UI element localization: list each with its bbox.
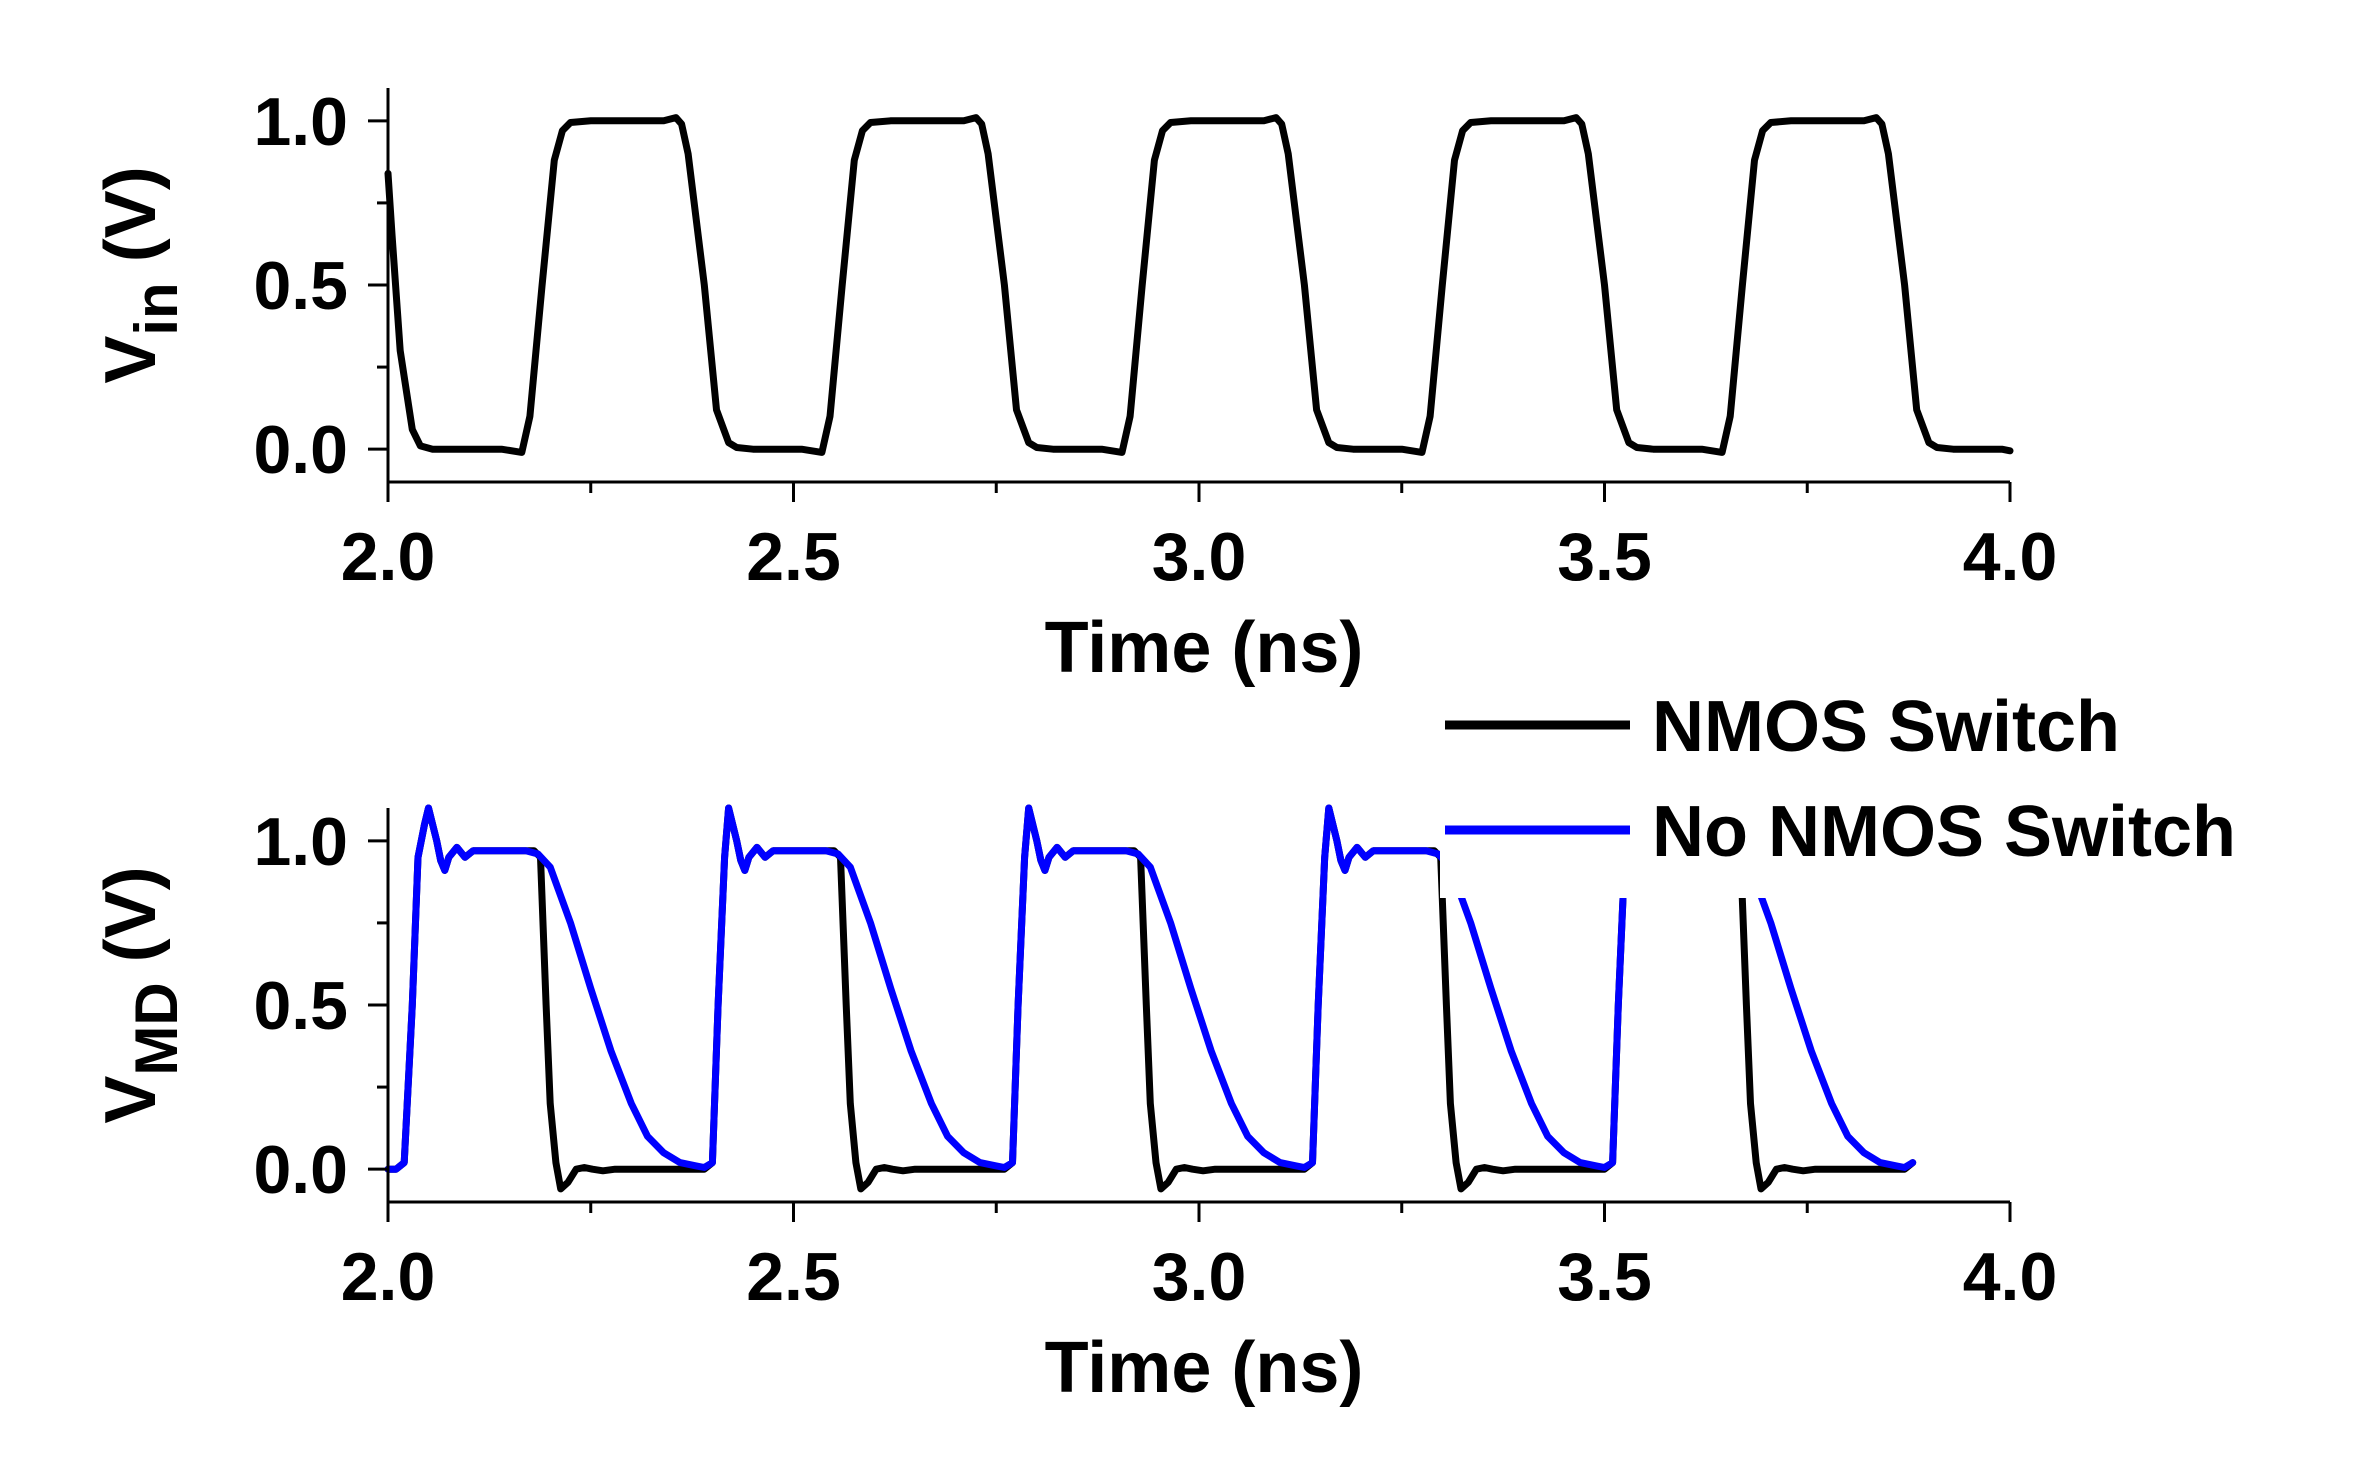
top-x-tick-label: 2.0: [341, 519, 436, 595]
bottom-y-tick-label: 1.0: [253, 804, 348, 880]
bottom-x-tick-label: 2.5: [746, 1239, 841, 1315]
bottom-x-axis-label: Time (ns): [1045, 1328, 1364, 1408]
top-x-tick-label: 3.0: [1152, 519, 1247, 595]
bottom-x-tick-label: 3.5: [1557, 1239, 1652, 1315]
top-x-tick-label: 3.5: [1557, 519, 1652, 595]
legend-label-no-nmos: No NMOS Switch: [1652, 792, 2236, 872]
legend: NMOS Switch No NMOS Switch: [1440, 672, 2360, 898]
bottom-x-tick-label: 4.0: [1963, 1239, 2058, 1315]
top-x-tick-label: 4.0: [1963, 519, 2058, 595]
top-x-axis-label: Time (ns): [1045, 608, 1364, 688]
bottom-y-label-subscript: MD: [123, 982, 190, 1075]
top-y-label-unit: (V): [91, 166, 171, 282]
bottom-y-label-main: V: [91, 1076, 171, 1124]
bottom-y-label-unit: (V): [91, 866, 171, 982]
bottom-x-tick-label: 3.0: [1152, 1239, 1247, 1315]
top-y-tick-label: 1.0: [253, 84, 348, 160]
top-y-label-main: V: [91, 336, 171, 384]
bottom-x-tick-label: 2.0: [341, 1239, 436, 1315]
top-panel: 2.0 2.5 3.0 3.5 4.0 0.0 0.5 1.0 Time (ns) Vin (V): [91, 84, 2057, 688]
top-y-label-subscript: in: [123, 282, 190, 335]
legend-label-nmos: NMOS Switch: [1652, 687, 2120, 767]
top-y-axis-label: Vin (V): [91, 166, 190, 383]
bottom-panel: 2.0 2.5 3.0 3.5 4.0 0.0 0.5 1.0 Time (ns) VMD (V): [91, 804, 2057, 1408]
top-x-tick-label: 2.5: [746, 519, 841, 595]
bottom-y-tick-label: 0.5: [253, 968, 348, 1044]
top-series-primary-line: [384, 114, 2014, 456]
legend-background: [1440, 672, 2360, 898]
top-y-tick-label: 0.5: [253, 248, 348, 324]
top-y-tick-label: 0.0: [253, 412, 348, 488]
top-series: [384, 114, 2014, 456]
bottom-y-tick-label: 0.0: [253, 1132, 348, 1208]
bottom-y-axis-label: VMD (V): [91, 866, 190, 1123]
